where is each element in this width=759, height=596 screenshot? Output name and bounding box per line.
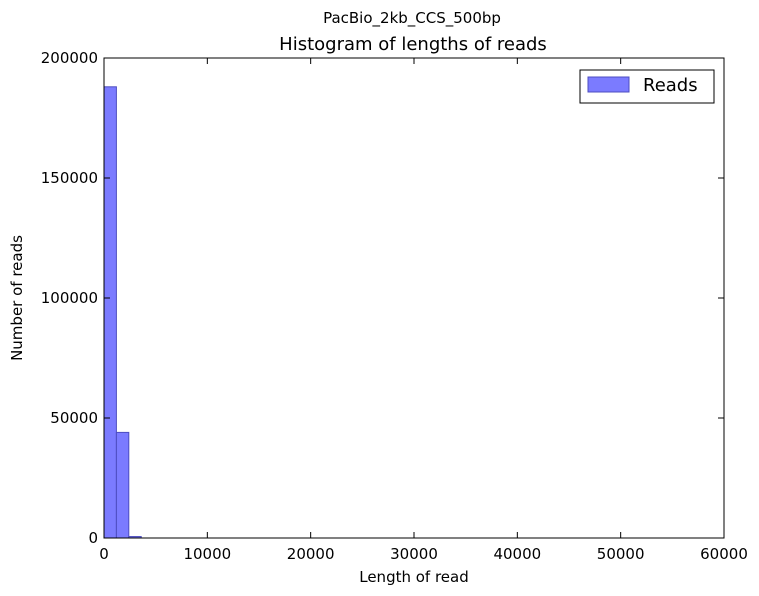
x-tick-label-1: 10000 <box>183 545 231 563</box>
x-tick-label-2: 20000 <box>287 545 335 563</box>
x-tick-label-3: 30000 <box>390 545 438 563</box>
x-tick-label-0: 0 <box>99 545 109 563</box>
x-axis-label: Length of read <box>359 568 469 586</box>
axis-ticks: 0 10000 20000 30000 40000 50000 60000 0 50000 100… <box>41 49 748 563</box>
histogram-bars <box>103 86 142 539</box>
figure-suptitle: PacBio_2kb_CCS_500bp <box>323 9 501 28</box>
y-tick-label-1: 50000 <box>50 409 98 427</box>
y-axis-label: Number of reads <box>8 235 26 361</box>
y-tick-label-3: 150000 <box>41 169 98 187</box>
y-tick-label-2: 100000 <box>41 289 98 307</box>
legend: Reads <box>579 69 715 104</box>
x-tick-label-5: 50000 <box>597 545 645 563</box>
y-tick-label-4: 200000 <box>41 49 98 67</box>
x-tick-label-6: 60000 <box>700 545 748 563</box>
histogram-bar-0 <box>103 86 117 539</box>
x-tick-label-4: 40000 <box>493 545 541 563</box>
chart-title: Histogram of lengths of reads <box>279 34 547 55</box>
plot-frame <box>103 57 725 539</box>
histogram-bar-1 <box>115 431 130 539</box>
y-tick-label-0: 0 <box>88 529 98 547</box>
legend-label-reads: Reads <box>643 75 698 96</box>
legend-swatch <box>587 76 630 93</box>
